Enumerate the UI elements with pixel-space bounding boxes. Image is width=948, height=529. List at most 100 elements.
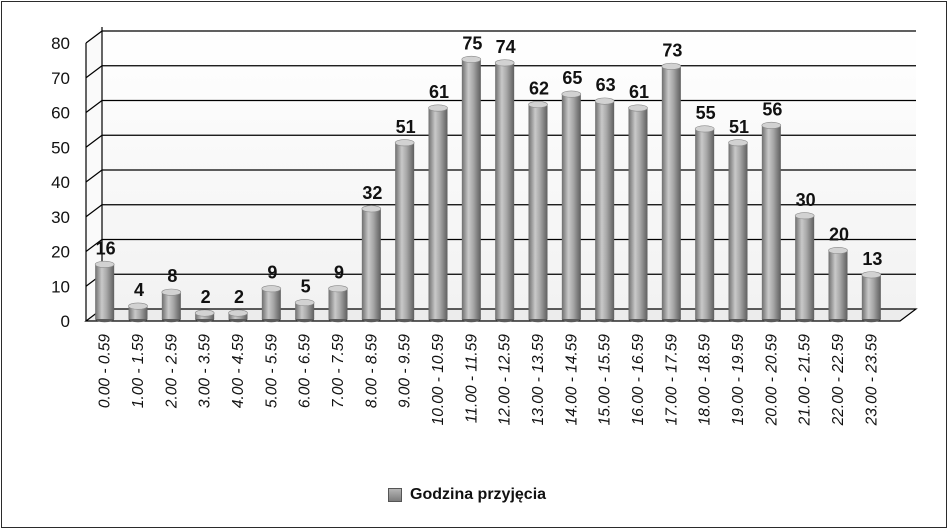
- bar-top: [394, 139, 415, 147]
- x-tick-label: 23.00 - 23.59: [863, 334, 880, 427]
- x-tick-label: 16.00 - 16.59: [630, 334, 647, 426]
- data-label: 13: [862, 249, 882, 269]
- bar: [361, 205, 382, 323]
- x-tick-label: 5.00 - 5.59: [263, 334, 280, 408]
- bar: [761, 121, 782, 323]
- bar: [294, 299, 315, 323]
- bar-body: [495, 62, 515, 319]
- x-tick-label: 6.00 - 6.59: [297, 334, 314, 408]
- bar-body: [295, 302, 315, 319]
- bar-top: [694, 125, 715, 133]
- x-tick-label: 22.00 - 22.59: [830, 334, 847, 427]
- bar-body: [161, 292, 181, 319]
- bar-top: [594, 97, 615, 105]
- legend-swatch: [388, 488, 402, 502]
- bar: [328, 285, 348, 323]
- y-tick-label: 20: [51, 243, 70, 262]
- bar-body: [761, 125, 781, 320]
- bar-body: [261, 288, 281, 319]
- bar-top: [361, 205, 382, 213]
- bar: [128, 302, 148, 323]
- bar-body: [328, 288, 348, 319]
- y-tick-label: 0: [61, 312, 70, 331]
- bar: [728, 139, 748, 323]
- bar: [228, 309, 248, 323]
- data-label: 4: [134, 280, 144, 300]
- bar: [794, 212, 815, 323]
- data-label: 51: [729, 117, 749, 137]
- data-label: 51: [396, 117, 416, 137]
- data-label: 9: [334, 263, 344, 283]
- bar-body: [428, 108, 448, 320]
- bar-top: [128, 302, 148, 310]
- bar-top: [261, 285, 282, 293]
- bar-body: [695, 128, 715, 319]
- bar-top: [828, 247, 848, 255]
- bar: [861, 271, 882, 323]
- y-tick-label: 70: [51, 69, 70, 88]
- bar: [461, 55, 482, 323]
- data-label: 9: [267, 263, 277, 283]
- bar: [194, 309, 215, 323]
- bar-body: [528, 104, 548, 319]
- data-label: 73: [662, 40, 682, 60]
- x-tick-label: 7.00 - 7.59: [330, 334, 347, 408]
- data-label: 61: [429, 82, 449, 102]
- legend: Godzina przyjęcia: [388, 486, 546, 504]
- y-axis: 0 10 20 30 40 50 60 70 80: [51, 34, 70, 331]
- data-label: 16: [96, 238, 116, 258]
- data-label: 32: [362, 183, 382, 203]
- legend-label: Godzina przyjęcia: [410, 486, 547, 503]
- bar-body: [461, 59, 481, 319]
- x-tick-label: 8.00 - 8.59: [363, 334, 380, 408]
- bar-top: [861, 271, 882, 279]
- bar-body: [561, 94, 581, 319]
- data-label: 56: [762, 99, 782, 119]
- data-label: 62: [529, 79, 549, 99]
- x-tick-label: 2.00 - 2.59: [163, 334, 180, 409]
- bar-body: [861, 274, 881, 319]
- bar: [828, 247, 848, 323]
- y-tick-label: 50: [51, 138, 70, 157]
- bar-top: [494, 59, 515, 67]
- x-tick-label: 10.00 - 10.59: [430, 334, 447, 426]
- bar-body: [828, 250, 848, 319]
- bar: [161, 288, 182, 323]
- bar-top: [528, 101, 548, 109]
- bars: [94, 55, 882, 323]
- bar: [494, 59, 515, 323]
- data-label: 75: [462, 33, 482, 53]
- bar: [661, 62, 682, 323]
- data-label: 30: [796, 190, 816, 210]
- x-tick-label: 13.00 - 13.59: [530, 334, 547, 426]
- bar-top: [461, 55, 482, 63]
- bar-top: [628, 104, 648, 112]
- x-tick-label: 17.00 - 17.59: [663, 334, 680, 426]
- bar: [628, 104, 648, 323]
- bar-top: [561, 90, 582, 98]
- y-tick-label: 80: [51, 34, 70, 53]
- y-tick-label: 40: [51, 173, 70, 192]
- bar-body: [361, 208, 381, 319]
- data-labels: 16 4 8 2 2 9 5 9 32 51 61 75 74 62 65 63 61 73 55 51 56 30 20 1…: [96, 33, 883, 307]
- bar-body: [628, 108, 648, 320]
- x-tick-label: 19.00 - 19.59: [730, 334, 747, 426]
- bar-top: [94, 260, 115, 268]
- bar: [561, 90, 582, 323]
- x-tick-label: 11.00 - 11.59: [463, 334, 480, 423]
- bar: [528, 101, 548, 323]
- bar-top: [794, 212, 815, 220]
- x-tick-label: 14.00 - 14.59: [563, 334, 580, 426]
- data-label: 74: [496, 37, 516, 57]
- x-tick-label: 1.00 - 1.59: [130, 334, 147, 408]
- y-tick-label: 30: [51, 208, 70, 227]
- bar-top: [194, 309, 215, 317]
- x-tick-label: 0.00 - 0.59: [97, 334, 114, 408]
- bar-top: [228, 309, 248, 317]
- x-tick-label: 12.00 - 12.59: [497, 334, 514, 426]
- data-label: 5: [301, 277, 311, 297]
- bar: [394, 139, 415, 323]
- data-label: 20: [829, 225, 849, 245]
